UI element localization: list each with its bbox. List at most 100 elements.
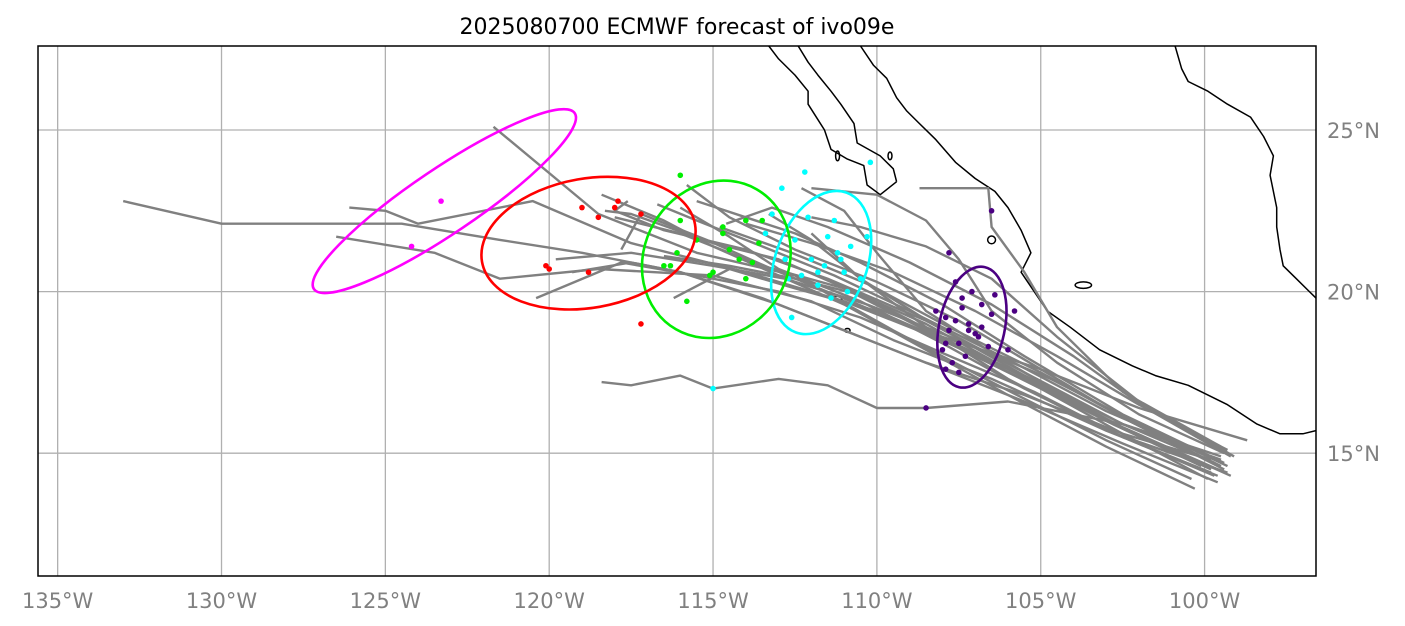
ensemble-tracks [122, 125, 1248, 490]
day-2-position-marker [844, 288, 851, 295]
day-1-position-marker [985, 343, 992, 350]
longitude-tick-label: 125°W [350, 589, 422, 613]
day-1-position-marker [933, 308, 939, 314]
day-1-position-marker [978, 324, 985, 330]
ensemble-track [811, 216, 1235, 458]
day-3-position-marker [706, 272, 713, 279]
day-3-position-marker [720, 230, 726, 237]
day-2-position-marker [857, 275, 864, 282]
latitude-tick-label: 25°N [1327, 119, 1380, 143]
day-1-position-marker [965, 321, 972, 327]
day-4-position-marker [543, 262, 549, 269]
day-3-position-marker [759, 217, 765, 224]
map-frame [37, 45, 1317, 577]
day-2-position-marker [864, 233, 870, 240]
day-3-position-marker [749, 259, 756, 266]
day-2-uncertainty-ellipse [769, 189, 873, 336]
day-2-position-marker [798, 272, 805, 279]
coastline [1174, 46, 1316, 299]
day-1-position-marker [956, 369, 962, 376]
day-2-position-marker [847, 243, 854, 250]
day-1-position-marker [959, 304, 965, 311]
latitude-tick-label: 20°N [1327, 281, 1380, 305]
ensemble-track [601, 374, 1222, 458]
day-2-position-marker [821, 262, 828, 269]
ensemble-positions [408, 159, 1018, 411]
uncertainty-ellipses [311, 107, 1008, 389]
day-3-uncertainty-ellipse [640, 179, 792, 340]
day-1-position-marker [952, 317, 959, 324]
coastline [797, 46, 898, 182]
day-2-position-marker [710, 385, 716, 392]
day-4-position-marker [638, 211, 644, 217]
day-2-position-marker [805, 214, 811, 221]
ensemble-track [673, 267, 1209, 481]
day-1-position-marker [1011, 308, 1018, 314]
day-4-position-marker [611, 204, 618, 211]
day-3-position-marker [743, 217, 749, 224]
day-3-position-marker [661, 262, 667, 269]
day-2-position-marker [762, 230, 769, 237]
day-1-position-marker [949, 359, 956, 366]
longitude-tick-label: 130°W [186, 589, 258, 613]
longitude-tick-label: 135°W [22, 589, 94, 613]
day-1-position-marker [923, 405, 929, 411]
day-3-position-marker [736, 256, 743, 263]
day-2-position-marker [782, 256, 788, 263]
day-1-position-marker [942, 314, 949, 321]
day-2-position-marker [788, 314, 795, 321]
day-3-position-marker [756, 240, 762, 246]
day-5-position-marker [438, 198, 444, 204]
day-3-position-marker [674, 250, 680, 256]
day-3-position-marker [677, 172, 684, 179]
day-2-position-marker [808, 256, 815, 263]
longitude-tick-labels: 135°W 130°W 125°W 120°W 115°W 110°W 105°W 100°W [22, 589, 1241, 613]
latitude-tick-labels: 15°N 20°N 25°N [1327, 119, 1380, 466]
day-1-position-marker [988, 311, 995, 318]
ensemble-track [620, 212, 1212, 471]
day-1-position-marker [939, 346, 946, 353]
gridlines [38, 46, 1316, 576]
day-3-position-marker [720, 224, 726, 230]
day-2-position-marker [828, 295, 834, 301]
ensemble-track [811, 187, 1225, 455]
chart-title: 2025080700 ECMWF forecast of ivo09e [460, 15, 895, 40]
day-1-position-marker [942, 340, 949, 347]
island [834, 150, 841, 162]
day-1-position-marker [956, 340, 962, 347]
coastline [859, 46, 1316, 435]
day-3-position-marker [684, 298, 690, 305]
longitude-tick-label: 100°W [1169, 589, 1241, 613]
day-1-position-marker [992, 292, 998, 298]
ensemble-track [656, 203, 1206, 455]
day-1-position-marker [959, 295, 965, 301]
day-2-position-marker [792, 237, 798, 243]
day-1-position-marker [988, 208, 995, 214]
ensemble-track [725, 206, 1232, 458]
day-3-position-marker [743, 275, 749, 282]
longitude-tick-label: 115°W [677, 589, 749, 613]
ensemble-track [696, 199, 1225, 464]
longitude-tick-label: 110°W [841, 589, 913, 613]
day-1-position-marker [965, 327, 972, 334]
day-1-position-marker [946, 327, 952, 334]
day-3-position-marker [667, 262, 674, 269]
day-2-position-marker [802, 169, 808, 175]
day-1-position-marker [978, 301, 985, 308]
day-1-position-marker [946, 250, 952, 256]
island [1074, 281, 1093, 290]
day-2-position-marker [867, 159, 874, 166]
day-4-position-marker [595, 214, 602, 221]
day-1-position-marker [962, 353, 969, 360]
ensemble-track [613, 200, 1222, 461]
day-2-position-marker [815, 282, 821, 288]
day-1-position-marker [969, 288, 975, 295]
day-3-position-marker [726, 246, 733, 253]
coastline [768, 46, 898, 196]
day-4-position-marker [585, 269, 592, 276]
day-4-position-marker [579, 204, 585, 211]
coastlines [768, 46, 1316, 435]
island [986, 235, 997, 245]
